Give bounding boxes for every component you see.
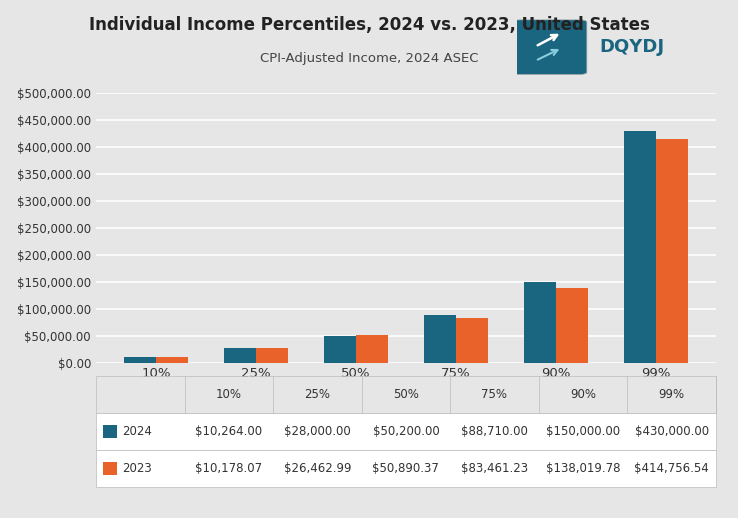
Text: 2024: 2024 xyxy=(122,425,151,438)
Text: 2023: 2023 xyxy=(122,462,151,476)
Bar xyxy=(324,336,356,363)
Text: 10%: 10% xyxy=(215,387,242,401)
Text: $10,264.00: $10,264.00 xyxy=(196,425,262,438)
Text: $430,000.00: $430,000.00 xyxy=(635,425,708,438)
Text: $83,461.23: $83,461.23 xyxy=(461,462,528,476)
Text: DQYDJ: DQYDJ xyxy=(599,38,664,55)
Text: 99%: 99% xyxy=(658,387,685,401)
Bar xyxy=(655,139,688,363)
Bar xyxy=(624,131,655,363)
Text: 75%: 75% xyxy=(481,387,508,401)
Text: $28,000.00: $28,000.00 xyxy=(284,425,351,438)
Bar xyxy=(456,318,488,363)
Bar xyxy=(556,288,587,363)
Text: $414,756.54: $414,756.54 xyxy=(634,462,709,476)
Text: $50,200.00: $50,200.00 xyxy=(373,425,439,438)
Text: $26,462.99: $26,462.99 xyxy=(283,462,351,476)
Text: Individual Income Percentiles, 2024 vs. 2023, United States: Individual Income Percentiles, 2024 vs. … xyxy=(89,16,649,34)
Text: $50,890.37: $50,890.37 xyxy=(373,462,439,476)
Text: CPI-Adjusted Income, 2024 ASEC: CPI-Adjusted Income, 2024 ASEC xyxy=(260,52,478,65)
Text: 50%: 50% xyxy=(393,387,419,401)
Bar xyxy=(356,335,388,363)
Bar xyxy=(424,315,456,363)
Text: 25%: 25% xyxy=(304,387,331,401)
Text: $150,000.00: $150,000.00 xyxy=(546,425,620,438)
Bar xyxy=(156,357,188,363)
Text: $88,710.00: $88,710.00 xyxy=(461,425,528,438)
Text: 90%: 90% xyxy=(570,387,596,401)
Bar xyxy=(224,348,256,363)
Bar xyxy=(256,348,288,363)
Text: $138,019.78: $138,019.78 xyxy=(546,462,620,476)
Bar xyxy=(124,357,156,363)
Bar xyxy=(524,282,556,363)
FancyBboxPatch shape xyxy=(512,20,587,75)
Text: $10,178.07: $10,178.07 xyxy=(196,462,262,476)
